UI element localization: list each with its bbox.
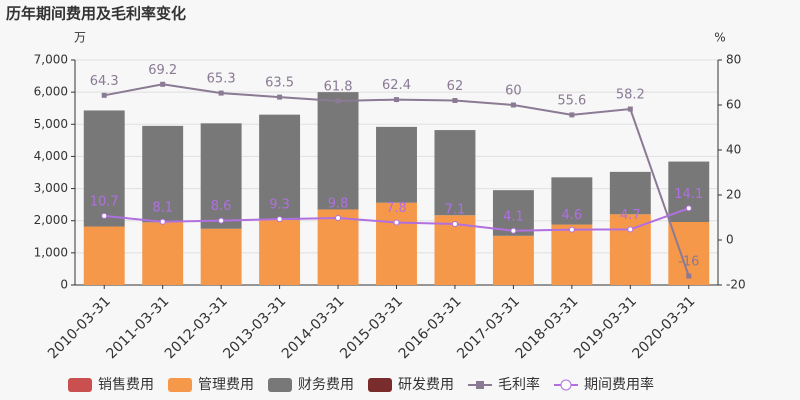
- bar: [259, 220, 301, 285]
- legend-marker: [560, 379, 572, 391]
- point: [685, 205, 692, 212]
- data-label: 61.8: [324, 79, 353, 94]
- y-tick-label: 5,000: [34, 117, 68, 131]
- data-label: 7.8: [386, 201, 407, 216]
- y2-tick-label: 80: [726, 53, 741, 67]
- bar: [551, 177, 593, 225]
- point: [510, 227, 517, 234]
- legend-swatch: [168, 378, 192, 392]
- point: [335, 214, 342, 221]
- point: [569, 112, 575, 118]
- point: [218, 217, 225, 224]
- bar: [376, 202, 417, 285]
- y-tick-label: 4,000: [34, 149, 68, 163]
- data-label: 9.8: [328, 196, 349, 211]
- point: [394, 97, 399, 103]
- data-label: 65.3: [207, 72, 236, 87]
- data-label: 4.6: [562, 208, 583, 223]
- point: [568, 226, 575, 233]
- legend-label: 财务费用: [298, 377, 354, 393]
- bar: [317, 209, 359, 285]
- bar: [142, 222, 184, 285]
- legend-swatch: [368, 378, 392, 392]
- data-label: 4.7: [620, 208, 641, 223]
- data-label: 7.1: [445, 203, 466, 218]
- point: [101, 212, 108, 219]
- bar: [83, 226, 125, 285]
- point: [393, 219, 400, 226]
- legend-swatch: [68, 378, 92, 392]
- bar: [83, 110, 125, 227]
- legend-label: 管理费用: [198, 377, 254, 393]
- data-label: 8.1: [152, 200, 173, 215]
- bar: [376, 126, 417, 203]
- bar: [434, 130, 476, 216]
- bar: [200, 228, 242, 285]
- chart-title: 历年期间费用及毛利率变化: [6, 5, 186, 23]
- y2-tick-label: 40: [726, 143, 741, 157]
- data-label: 58.2: [616, 88, 645, 103]
- data-label: 60: [505, 84, 522, 99]
- y2-tick-label: 0: [726, 233, 734, 247]
- data-label: 9.3: [269, 198, 290, 213]
- point: [277, 94, 283, 100]
- point: [335, 98, 341, 104]
- bar: [668, 161, 710, 222]
- data-label: 14.1: [674, 187, 703, 202]
- y2-tick-label: 60: [726, 98, 741, 112]
- point: [627, 106, 633, 112]
- y-unit: 万: [74, 31, 86, 45]
- y-tick-label: 6,000: [34, 85, 68, 99]
- data-label: 62: [447, 79, 464, 94]
- legend-label: 毛利率: [498, 376, 540, 393]
- point: [160, 81, 166, 87]
- y2-tick-label: 20: [726, 188, 741, 202]
- bar: [609, 171, 651, 215]
- data-label: 4.1: [503, 209, 524, 224]
- legend-label: 研发费用: [398, 377, 454, 393]
- bar: [200, 123, 242, 229]
- data-label: 55.6: [557, 93, 586, 108]
- point: [101, 92, 107, 98]
- point: [686, 273, 692, 279]
- y2-tick-label: -20: [726, 278, 746, 292]
- bar: [317, 92, 359, 210]
- bar: [259, 114, 301, 221]
- point: [159, 218, 166, 225]
- data-label: 63.5: [265, 76, 294, 91]
- y2-unit: %: [714, 31, 725, 45]
- point: [452, 98, 458, 103]
- y-tick-label: 1,000: [34, 245, 68, 259]
- data-label: -16: [678, 255, 699, 270]
- point: [451, 221, 458, 228]
- data-label: 10.7: [90, 194, 119, 209]
- bar: [492, 235, 534, 285]
- data-label: 69.2: [148, 63, 177, 78]
- point: [510, 102, 516, 108]
- y-tick-label: 3,000: [34, 181, 68, 195]
- legend-marker: [476, 381, 484, 389]
- legend-swatch: [268, 378, 292, 392]
- data-label: 62.4: [382, 78, 411, 93]
- bar: [551, 224, 593, 285]
- bar: [142, 125, 184, 223]
- data-label: 64.3: [90, 74, 119, 89]
- legend-label: 期间费用率: [584, 376, 654, 393]
- point: [627, 226, 634, 233]
- y-tick-label: 2,000: [34, 213, 68, 227]
- bar: [609, 214, 651, 285]
- data-label: 8.6: [211, 199, 232, 214]
- point: [276, 216, 283, 223]
- point: [218, 90, 224, 96]
- y-tick-label: 0: [60, 278, 68, 292]
- y-tick-label: 7,000: [34, 53, 68, 67]
- legend-label: 销售费用: [98, 377, 154, 393]
